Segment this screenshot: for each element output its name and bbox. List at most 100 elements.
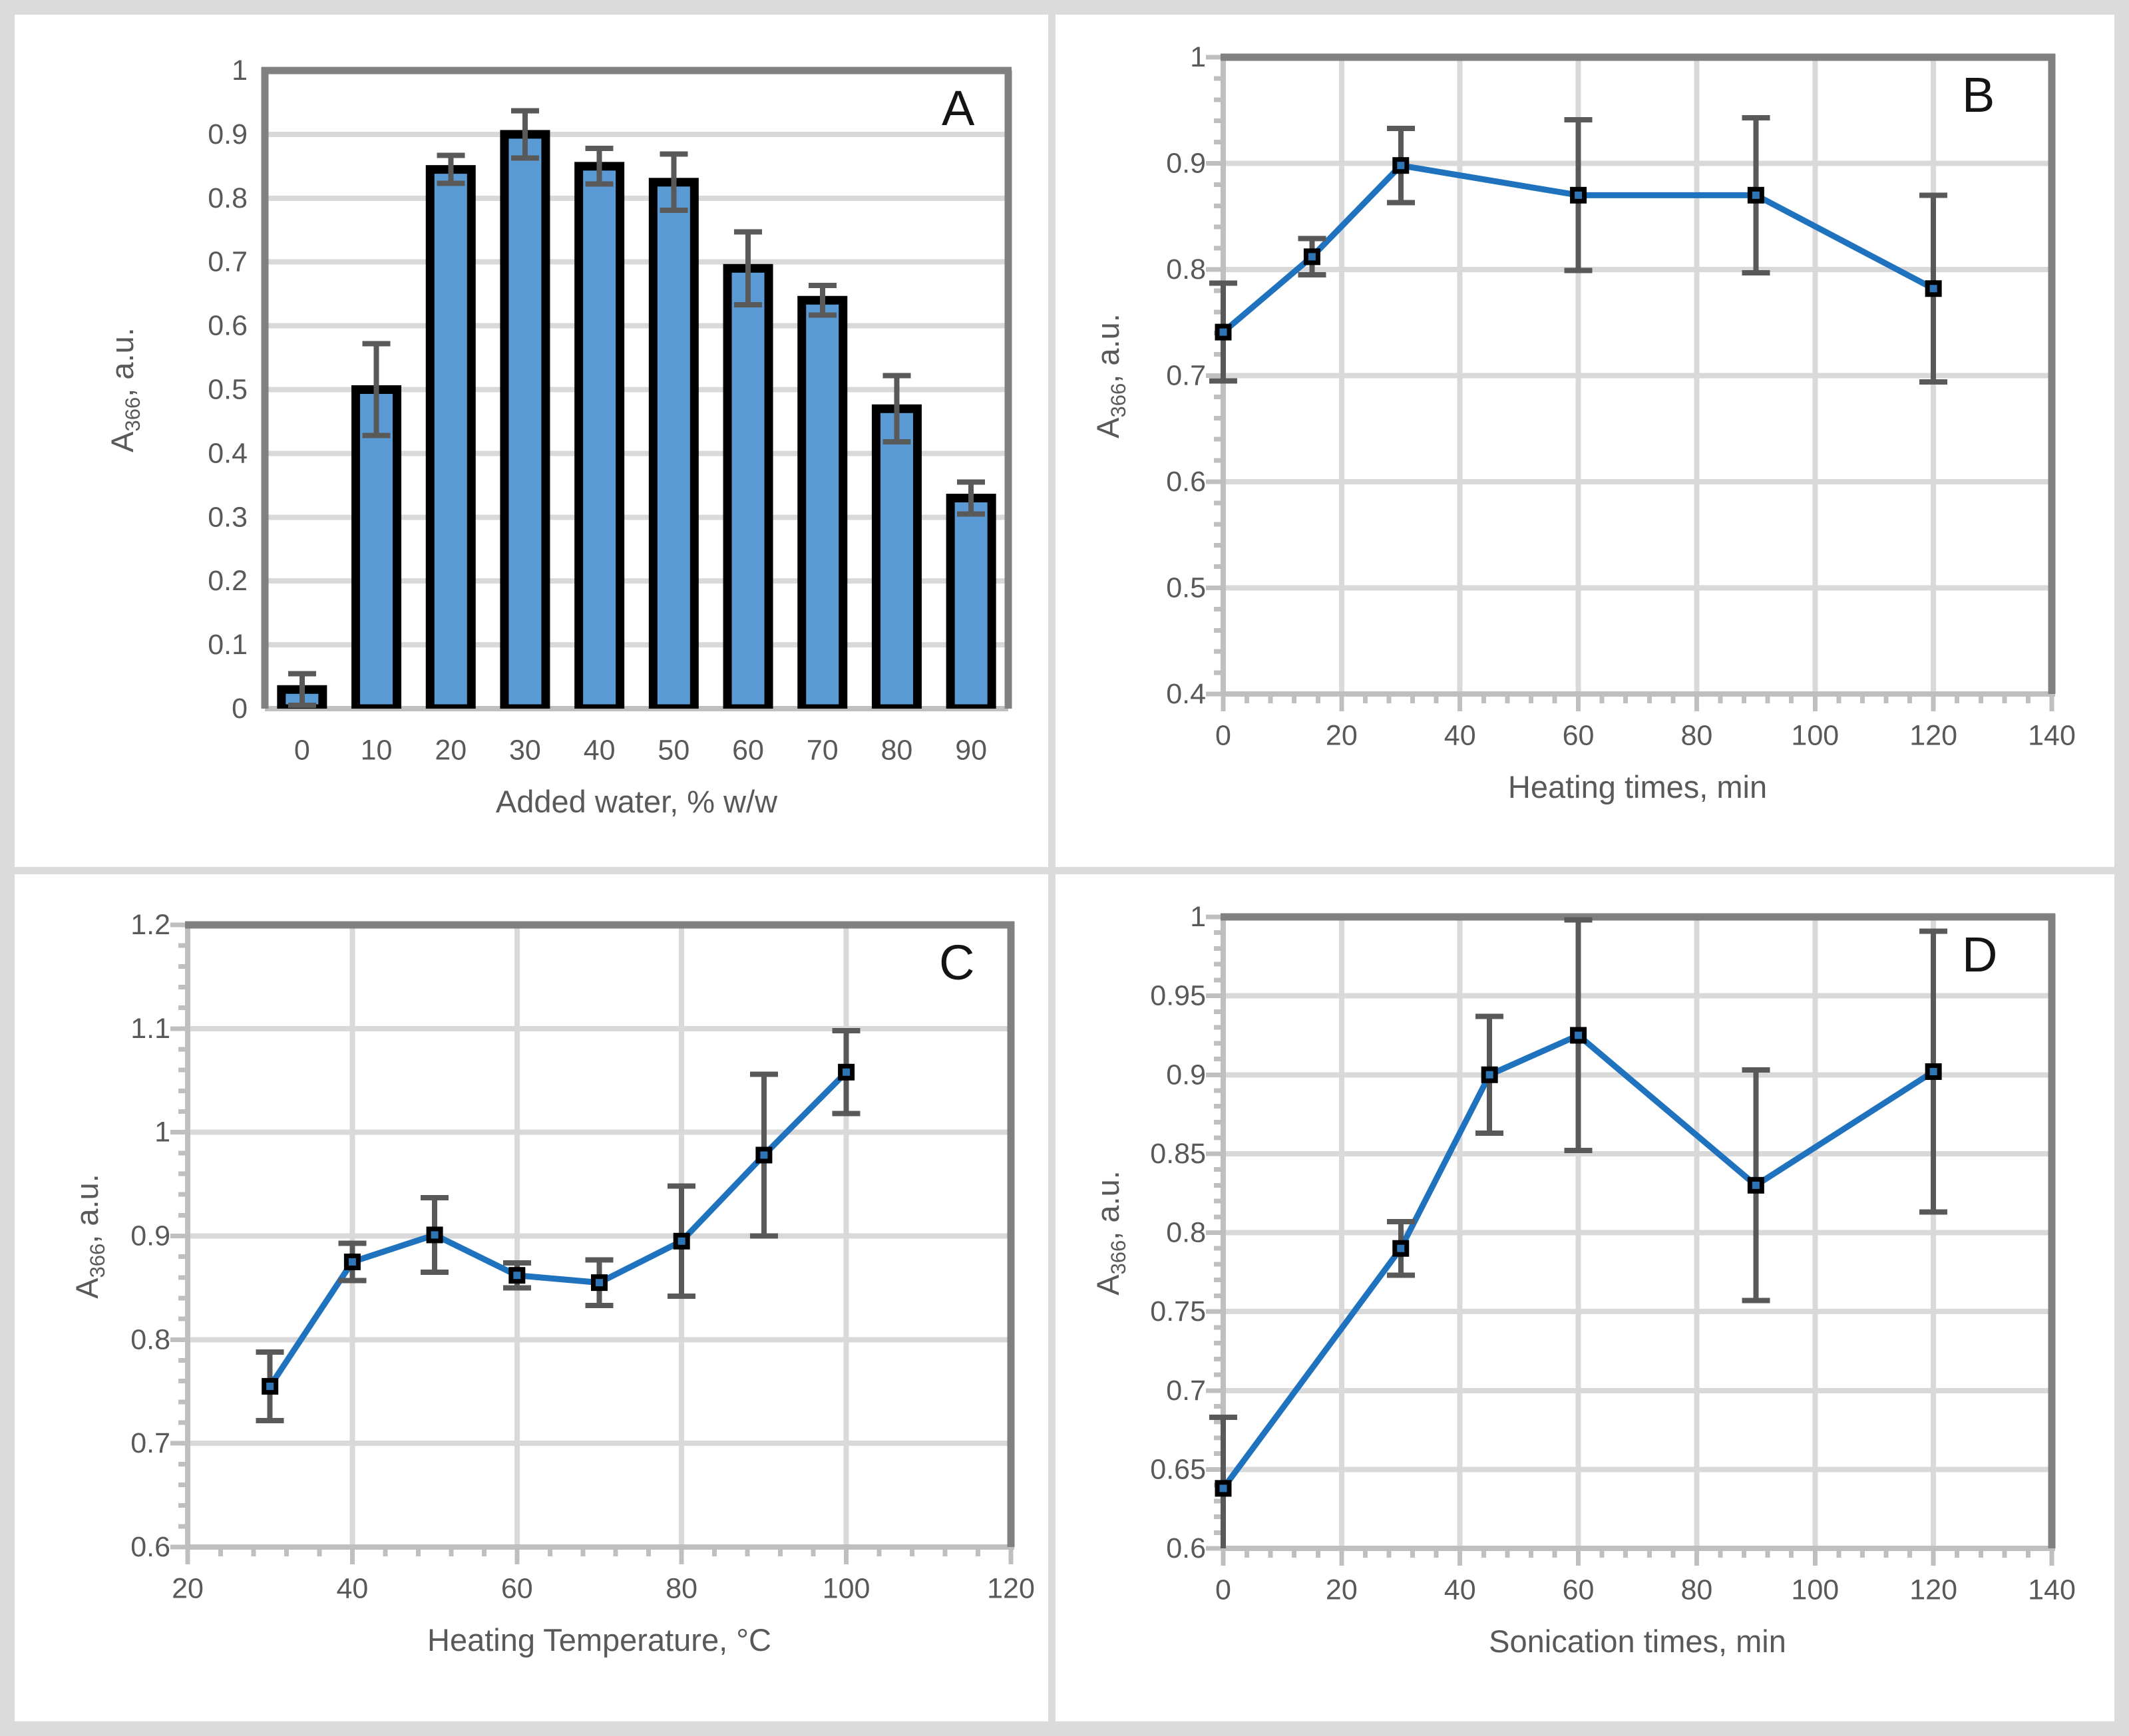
- x-tick-label: 60: [1563, 1574, 1595, 1606]
- data-point: [1215, 1480, 1232, 1497]
- y-tick-label: 0.7: [1166, 1375, 1206, 1407]
- bar: [797, 295, 848, 709]
- x-tick-label: 60: [1563, 719, 1595, 751]
- data-point: [1481, 1066, 1498, 1083]
- x-tick-label: 20: [1326, 719, 1358, 751]
- y-tick-label: 0.9: [208, 118, 248, 150]
- x-tick-label: 40: [336, 1572, 368, 1604]
- y-tick-label: 0.5: [1166, 572, 1206, 604]
- y-tick-label: 0.8: [130, 1323, 170, 1355]
- y-tick-label: 0.7: [208, 246, 248, 278]
- bar: [500, 130, 550, 709]
- series-line: [1221, 1032, 1935, 1490]
- y-tick-label: 0.95: [1150, 980, 1206, 1012]
- y-tick-label: 1: [1190, 41, 1206, 73]
- bar: [425, 165, 476, 709]
- data-point: [262, 1377, 279, 1395]
- panel-letter: B: [1962, 67, 1995, 122]
- data-point: [1215, 323, 1232, 341]
- x-tick-label: 80: [1681, 719, 1713, 751]
- y-axis-title: A366, a.u.: [1089, 313, 1131, 438]
- x-tick-label: 60: [732, 734, 764, 766]
- x-tick-label: 90: [955, 734, 987, 766]
- x-axis-title: Heating Temperature, °C: [427, 1622, 771, 1657]
- data-series: [256, 1027, 861, 1423]
- panel-letter: C: [939, 935, 975, 990]
- x-tick-label: 0: [294, 734, 310, 766]
- x-axis-title: Sonication times, min: [1489, 1624, 1786, 1659]
- data-point: [1747, 1176, 1764, 1194]
- y-tick-label: 0.6: [130, 1531, 170, 1563]
- y-tick-label: 0.8: [208, 182, 248, 214]
- y-axis-title-text: A: [104, 431, 140, 452]
- x-tick-label: 120: [1909, 1574, 1957, 1606]
- y-tick-label: 0.7: [1166, 360, 1206, 392]
- y-axis-title: A366, a.u.: [1089, 1170, 1131, 1296]
- data-point: [343, 1253, 361, 1270]
- data-point: [1392, 1240, 1410, 1257]
- x-tick-label: 60: [501, 1572, 533, 1604]
- y-axis-title-text: A: [69, 1277, 104, 1299]
- panel-B: 0.4 0.5 0.6 0.7 0.8 0.9 1 0 20 40 60 80 100 120 140 A3…: [1056, 15, 2114, 867]
- x-axis-title: Heating times, min: [1507, 769, 1768, 804]
- chart-B-plot: 0.4 0.5 0.6 0.7 0.8 0.9 1 0 20 40 60 80 100 120 140: [1166, 41, 2076, 751]
- x-tick-label: 40: [1444, 719, 1476, 751]
- data-point: [838, 1063, 855, 1081]
- y-tick-label: 1.2: [130, 909, 170, 941]
- y-axis-title-subscript: 366: [86, 1243, 110, 1278]
- x-tick-label: 20: [1326, 1574, 1358, 1606]
- data-point: [1570, 186, 1587, 204]
- x-tick-label: 30: [509, 734, 541, 766]
- data-point: [1303, 248, 1320, 265]
- panel-C: 0.6 0.7 0.8 0.9 1 1.1 1.2 20 40 60 80 100 120 A366, …: [15, 874, 1048, 1721]
- data-point: [591, 1274, 608, 1292]
- chart-C-plot: 0.6 0.7 0.8 0.9 1 1.1 1.2 20 40 60 80 100 120: [130, 909, 1035, 1604]
- y-tick-label: 0.2: [208, 565, 248, 597]
- x-tick-label: 10: [361, 734, 393, 766]
- x-tick-label: 40: [584, 734, 616, 766]
- data-series: [277, 108, 996, 709]
- y-axis-title: A366, a.u.: [104, 327, 145, 452]
- x-tick-label: 70: [807, 734, 839, 766]
- y-tick-label: 0.6: [1166, 466, 1206, 498]
- y-tick-label: 0.8: [1166, 254, 1206, 285]
- y-tick-label: 0.5: [208, 374, 248, 406]
- x-tick-label: 100: [1791, 1574, 1839, 1606]
- y-tick-label: 1: [1190, 901, 1206, 933]
- y-tick-label: 1.1: [130, 1013, 170, 1045]
- bar: [871, 404, 922, 709]
- x-tick-label: 120: [1909, 719, 1957, 751]
- bar: [723, 263, 773, 709]
- y-tick-label: 0.3: [208, 501, 248, 533]
- y-tick-label: 0.85: [1150, 1138, 1206, 1170]
- data-point: [1570, 1027, 1587, 1044]
- bar: [574, 162, 625, 709]
- y-tick-label: 0.4: [208, 437, 248, 469]
- data-point: [1747, 186, 1764, 204]
- data-point: [508, 1267, 526, 1284]
- y-axis-title-text: A: [1089, 417, 1125, 438]
- y-tick-label: 0.4: [1166, 678, 1206, 710]
- x-tick-label: 140: [2028, 1574, 2076, 1606]
- y-axis-title-subscript: 366: [1107, 383, 1131, 417]
- y-tick-label: 0.9: [1166, 1059, 1206, 1091]
- x-tick-label: 50: [658, 734, 689, 766]
- chart-A-plot: 00.10.20.30.40.50.60.70.80.910 10 20 30 40 50…: [208, 55, 1012, 766]
- panel-D: 0.6 0.65 0.7 0.75 0.8 0.85 0.9 0.95 1 0 20 40 60 80 10…: [1056, 874, 2114, 1721]
- data-point: [755, 1146, 773, 1164]
- series-line: [1221, 162, 1935, 335]
- y-tick-label: 0.65: [1150, 1453, 1206, 1485]
- y-axis-title-units: , a.u.: [69, 1173, 104, 1244]
- x-tick-label: 40: [1444, 1574, 1476, 1606]
- y-tick-label: 0.6: [1166, 1532, 1206, 1564]
- x-tick-label: 140: [2028, 719, 2076, 751]
- y-axis-title-units: , a.u.: [1089, 1170, 1125, 1240]
- x-tick-label: 80: [1681, 1574, 1713, 1606]
- x-tick-label: 120: [987, 1572, 1035, 1604]
- x-tick-label: 100: [1791, 719, 1839, 751]
- y-axis-title-subscript: 366: [1107, 1240, 1131, 1274]
- y-tick-label: 0.8: [1166, 1217, 1206, 1249]
- x-tick-label: 80: [881, 734, 913, 766]
- x-tick-label: 0: [1215, 719, 1231, 751]
